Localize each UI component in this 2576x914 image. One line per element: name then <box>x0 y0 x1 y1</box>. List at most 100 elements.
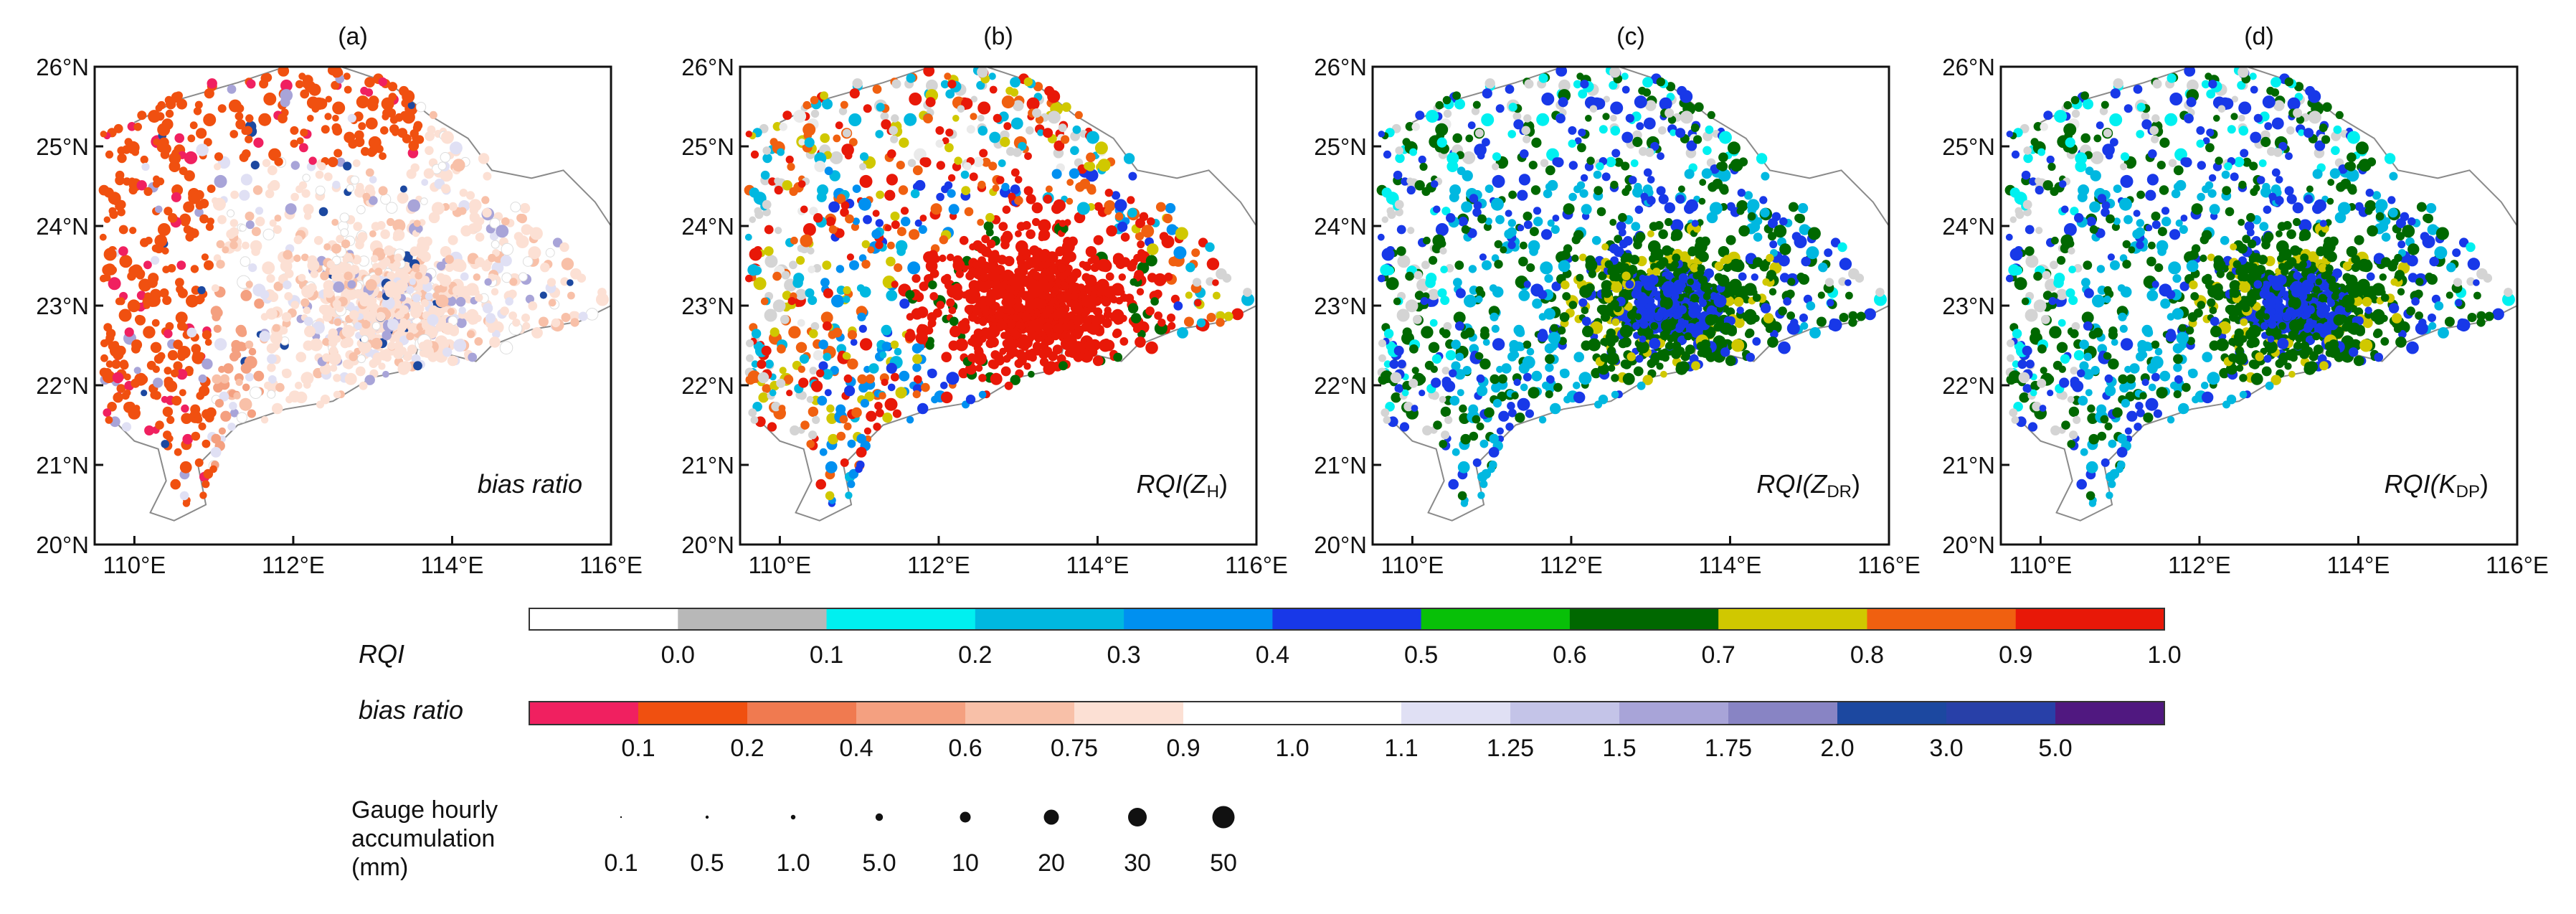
gauge-point <box>835 121 843 130</box>
gauge-point <box>1699 299 1707 307</box>
gauge-point <box>1763 313 1774 324</box>
gauge-point <box>267 390 276 399</box>
gauge-point <box>2097 286 2107 295</box>
gauge-point <box>2043 110 2053 121</box>
gauge-point <box>2022 384 2032 393</box>
gauge-point <box>346 184 354 192</box>
gauge-point <box>330 364 338 372</box>
gauge-point <box>948 204 960 215</box>
gauge-point <box>1183 316 1194 327</box>
gauge-point <box>946 298 955 307</box>
gauge-point <box>1507 130 1516 138</box>
gauge-point <box>1658 194 1669 204</box>
gauge-point <box>496 225 509 238</box>
gauge-point <box>1461 225 1470 234</box>
gauge-point <box>413 361 422 371</box>
gauge-point <box>1513 324 1525 336</box>
gauge-point <box>1618 212 1627 222</box>
gauge-point <box>1545 390 1553 399</box>
gauge-point <box>1084 161 1092 170</box>
gauge-point <box>207 217 214 225</box>
gauge-point <box>858 197 871 211</box>
gauge-point <box>440 131 454 144</box>
gauge-point <box>250 386 262 400</box>
gauge-point <box>1635 354 1644 363</box>
gauge-point <box>761 345 772 356</box>
gauge-point <box>1609 67 1621 78</box>
gauge-point <box>559 242 569 253</box>
gauge-point <box>1736 306 1744 314</box>
gauge-point <box>344 271 353 281</box>
gauge-point <box>989 271 998 281</box>
gauge-point <box>940 80 950 89</box>
gauge-point <box>1525 409 1534 418</box>
gauge-point <box>421 299 429 307</box>
gauge-point <box>1213 291 1221 300</box>
gauge-point <box>371 321 381 331</box>
gauge-point <box>1500 246 1507 254</box>
gauge-point <box>164 367 172 375</box>
gauge-point <box>1000 322 1008 330</box>
gauge-point <box>875 130 884 138</box>
gauge-point <box>1439 395 1446 403</box>
gauge-point <box>859 174 873 188</box>
gauge-point <box>836 194 846 203</box>
gauge-point <box>1610 101 1624 115</box>
gauge-point <box>142 297 151 306</box>
gauge-point <box>1490 374 1500 385</box>
gauge-point <box>1000 240 1010 250</box>
gauge-point <box>412 123 422 133</box>
gauge-point <box>435 294 449 308</box>
gauge-point <box>176 321 186 331</box>
gauge-point <box>747 370 761 384</box>
gauge-point <box>371 337 383 349</box>
gauge-point <box>1517 189 1528 201</box>
gauge-point <box>1796 273 1806 281</box>
gauge-point <box>488 253 496 263</box>
gauge-point <box>2238 126 2249 136</box>
gauge-point <box>845 214 854 224</box>
gauge-point <box>935 139 944 148</box>
gauge-point <box>857 312 866 321</box>
gauge-point <box>1839 313 1849 322</box>
gauge-point <box>1469 194 1479 203</box>
gauge-point <box>1660 370 1667 378</box>
gauge-point <box>273 281 283 291</box>
gauge-point <box>1474 143 1487 156</box>
gauge-point <box>1606 156 1616 167</box>
map-area <box>1376 67 1889 522</box>
gauge-point <box>412 263 421 273</box>
gauge-point <box>943 273 952 282</box>
gauge-point <box>1435 100 1444 110</box>
gauge-point <box>917 402 929 415</box>
gauge-point <box>509 278 518 286</box>
gauge-point <box>406 286 415 294</box>
gauge-point <box>290 126 299 135</box>
gauge-point <box>1803 294 1812 303</box>
gauge-point <box>382 370 389 378</box>
gauge-point <box>912 363 922 372</box>
gauge-point <box>913 375 922 384</box>
gauge-point <box>227 423 236 431</box>
gauge-point <box>838 107 848 116</box>
y-tick-label: 22°N <box>681 372 734 399</box>
gauge-point <box>1848 318 1857 327</box>
gauge-point <box>941 352 952 363</box>
gauge-point <box>919 157 929 166</box>
gauge-point <box>202 480 210 489</box>
label-main: RQI(Z <box>1756 469 1827 499</box>
gauge-point <box>1544 274 1553 283</box>
gauge-point <box>1523 211 1533 221</box>
gauge-point <box>387 108 397 118</box>
gauge-point <box>874 402 883 410</box>
gauge-point <box>100 131 107 138</box>
gauge-point <box>1541 229 1553 240</box>
gauge-point <box>381 97 394 110</box>
gauge-point <box>1691 361 1700 371</box>
gauge-point <box>2427 224 2438 235</box>
gauge-point <box>1848 268 1860 280</box>
gauge-point <box>863 104 872 113</box>
gauge-point <box>290 301 300 309</box>
gauge-point <box>107 402 117 412</box>
